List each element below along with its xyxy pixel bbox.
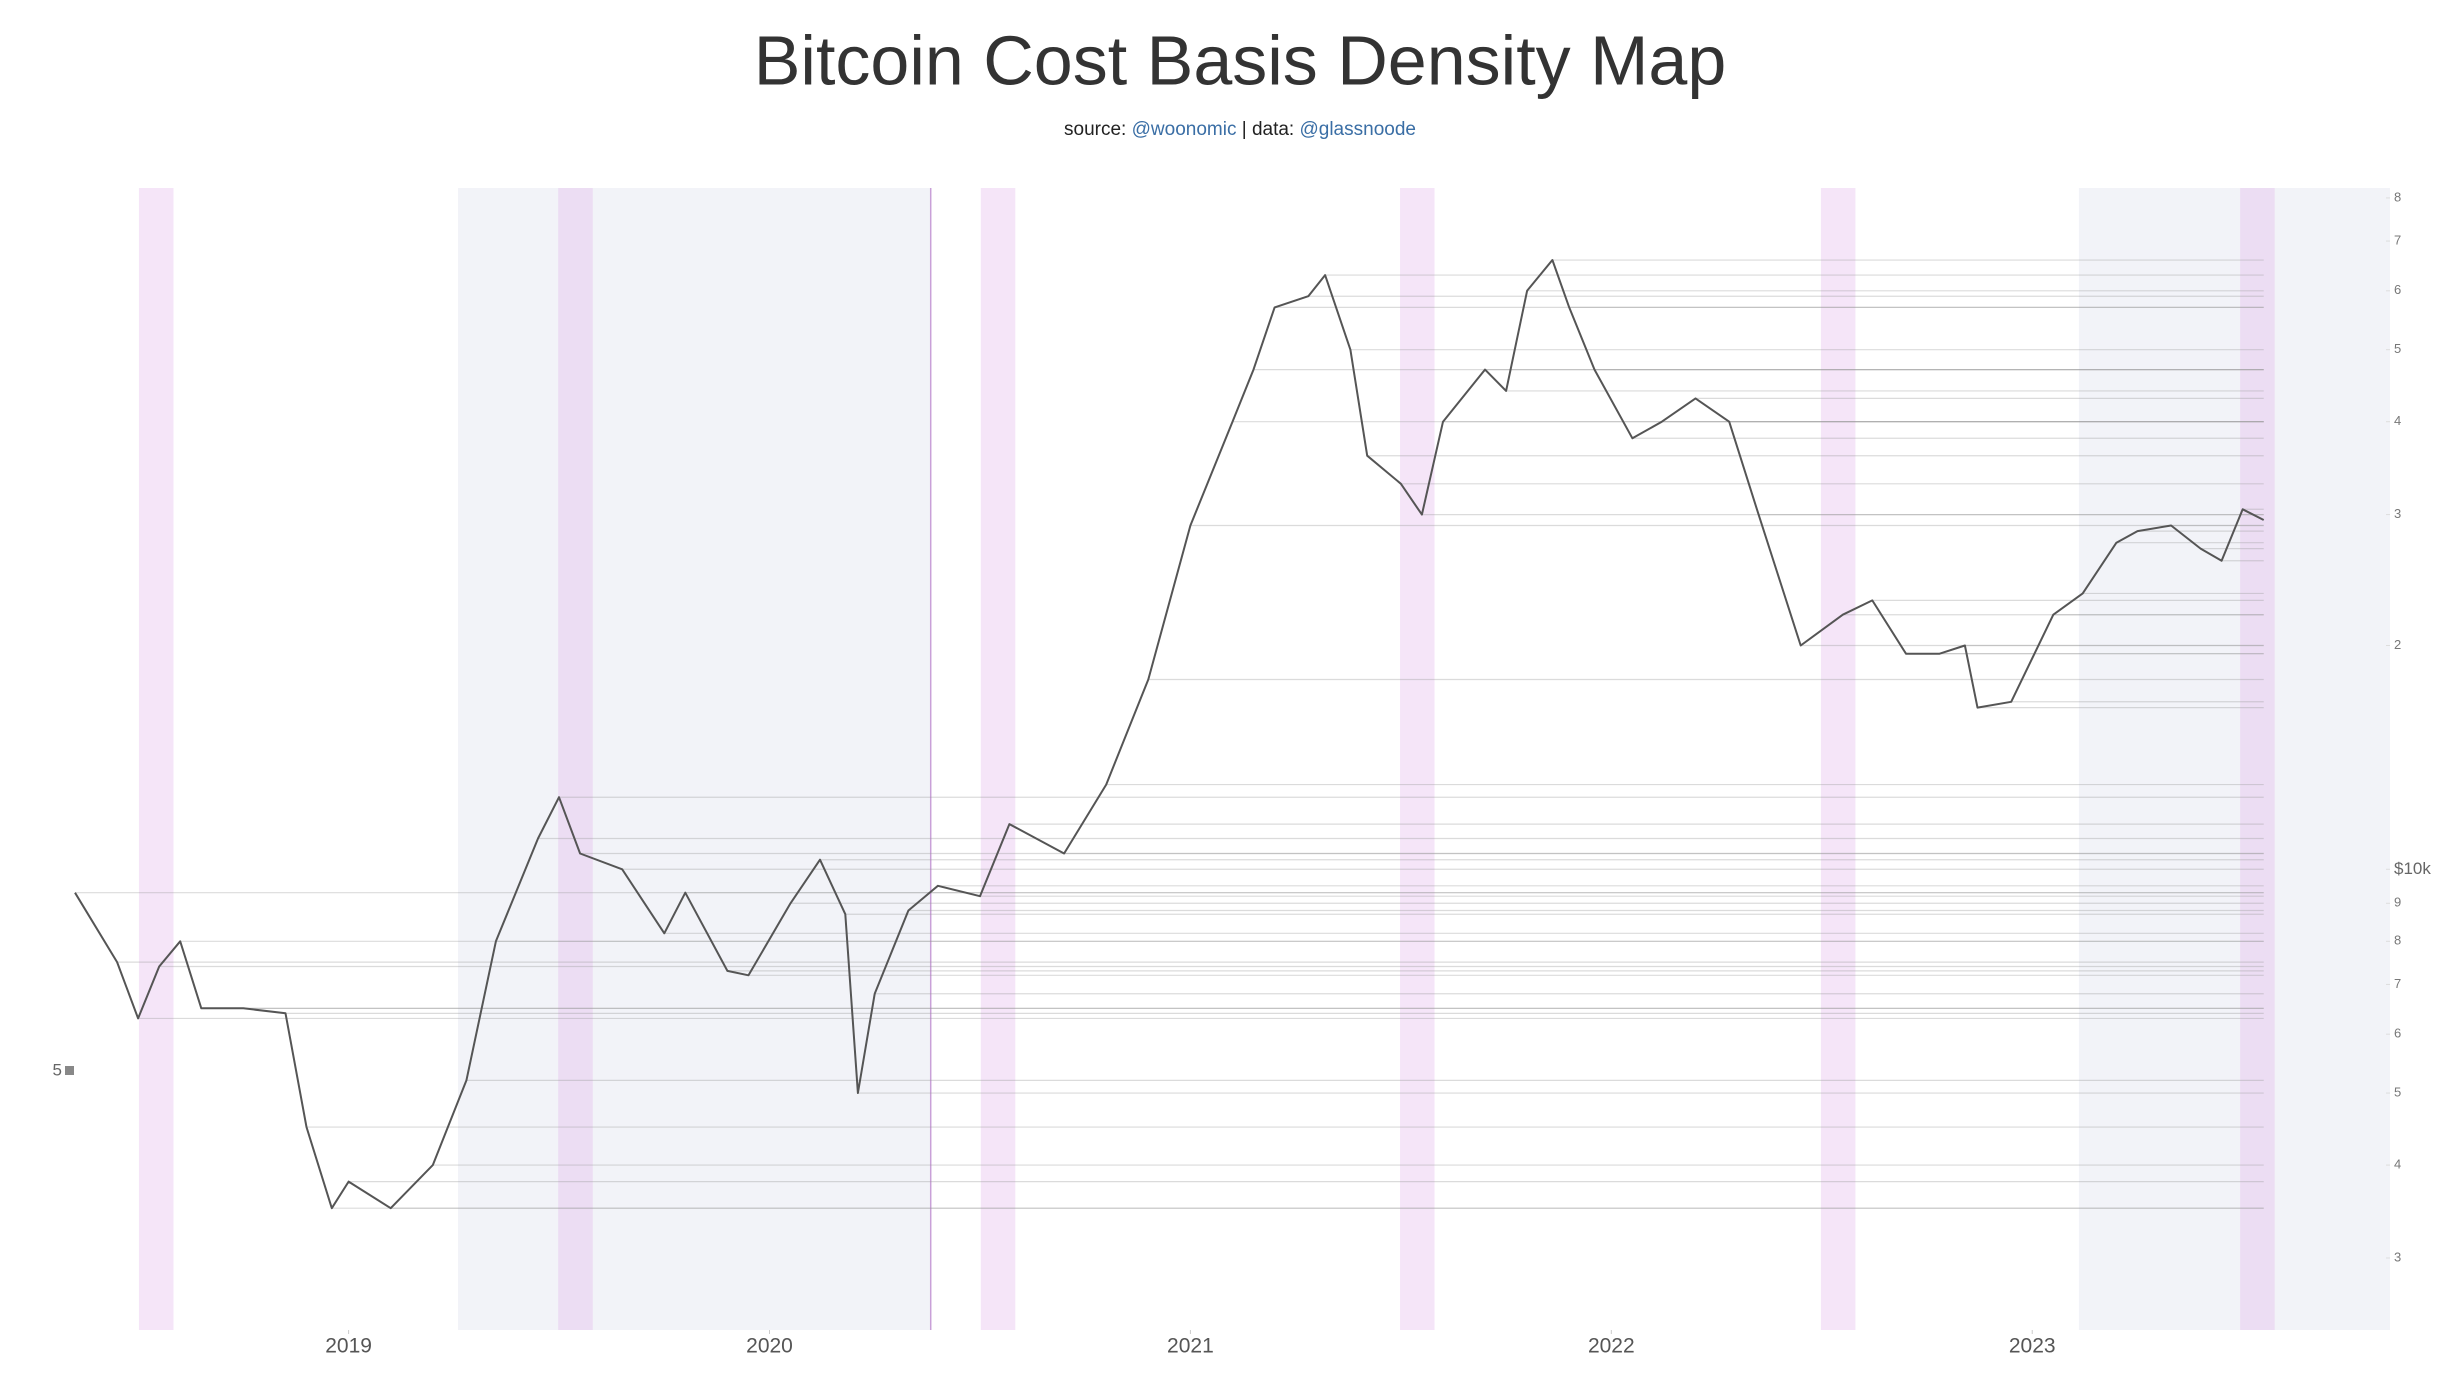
highlight-band (558, 188, 593, 1330)
y-tick-label: 3 (2394, 506, 2401, 521)
y-tick-label: 6 (2394, 282, 2401, 297)
y-tick-label: $10k (2394, 859, 2431, 878)
y-tick-label: 3 (2394, 1249, 2401, 1264)
y-tick-label: 8 (2394, 933, 2401, 948)
x-tick-label: 2020 (746, 1335, 793, 1358)
background-layer (138, 188, 2390, 1330)
x-tick-label: 2022 (1588, 1335, 1635, 1358)
y-tick-label: 6 (2394, 1026, 2401, 1041)
price-line (74, 259, 2265, 1210)
subtitle-link[interactable]: @glassnoode (1299, 119, 1415, 140)
cost-basis-layer (75, 259, 2264, 1209)
subtitle-link[interactable]: @woonomic (1132, 119, 1237, 140)
highlight-band (138, 188, 174, 1330)
y-tick-label: 5 (2394, 1084, 2401, 1099)
y-tick-label: 4 (2394, 413, 2401, 428)
y-tick-label: 7 (2394, 232, 2401, 247)
y-tick-label: 7 (2394, 976, 2401, 991)
shaded-region (458, 188, 931, 1330)
highlight-band (2240, 188, 2275, 1330)
y-tick-label: 2 (2394, 637, 2401, 652)
x-tick-label: 2019 (325, 1335, 372, 1358)
y-tick-label: 4 (2394, 1157, 2401, 1172)
subtitle-text: source: (1064, 119, 1132, 140)
chart-title: Bitcoin Cost Basis Density Map (754, 21, 1727, 99)
y-tick-label: 8 (2394, 189, 2401, 204)
subtitle-text: | data: (1236, 119, 1299, 140)
subtitle: source: @woonomic | data: @glassnoode (1064, 119, 1416, 140)
y-tick-label: 5 (2394, 341, 2401, 356)
highlight-band (1820, 188, 1856, 1330)
left-label: 5 (53, 1060, 62, 1079)
left-marker (65, 1066, 74, 1075)
x-tick-label: 2023 (2009, 1335, 2056, 1358)
highlight-band (980, 188, 1016, 1330)
shaded-region (2078, 188, 2390, 1330)
foreground-layer: 3 4 5 6 7 8 9 $10k 2 3 4 5 6 7 8 2019 2020 2021 2022 2023 (74, 189, 2431, 1358)
highlight-band (1400, 188, 1435, 1330)
y-tick-label: 9 (2394, 895, 2401, 910)
x-tick-label: 2021 (1167, 1335, 1214, 1358)
